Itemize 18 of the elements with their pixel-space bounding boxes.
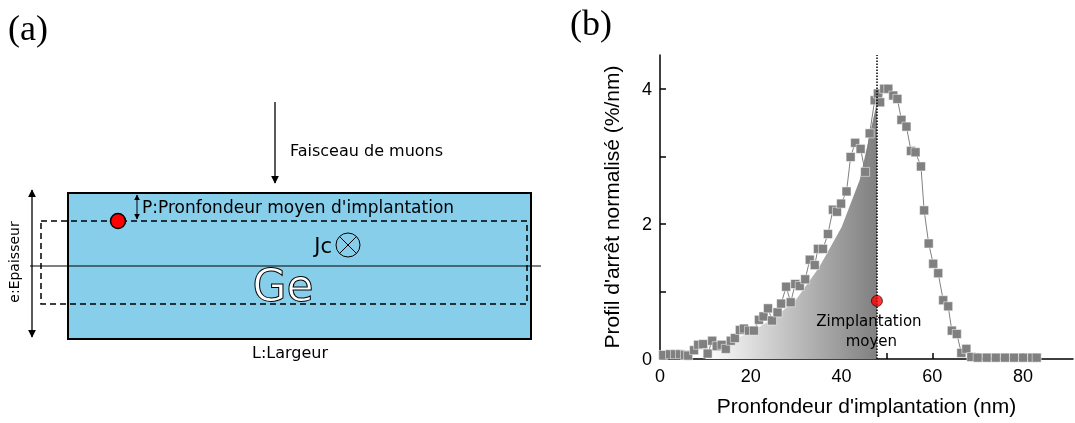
text: (a) xyxy=(8,8,48,48)
text: P:Pronfondeur moyen d'implantation xyxy=(142,197,455,217)
text: e:Epaisseur xyxy=(6,221,22,303)
y-axis-title: Profil d'arrêt normalisé (%/nm) xyxy=(600,65,623,349)
text: Ge xyxy=(252,260,314,311)
x-tick-label: 40 xyxy=(831,366,852,386)
text: L:Largeur xyxy=(251,343,329,362)
y-tick-label: 0 xyxy=(641,349,652,369)
text: Jc xyxy=(312,234,332,258)
y-tick-label: 2 xyxy=(641,213,652,234)
x-tick-label: 0 xyxy=(654,366,666,386)
text: Faisceau de muons xyxy=(290,141,444,160)
x-tick-label: 20 xyxy=(740,366,761,386)
x-tick-label: 80 xyxy=(1013,366,1034,386)
chart-title: (b) xyxy=(570,3,612,43)
x-axis-title: Pronfondeur d'implantation (nm) xyxy=(716,394,1017,417)
x-tick-label: 60 xyxy=(922,366,943,386)
y-tick-label: 4 xyxy=(641,78,652,99)
